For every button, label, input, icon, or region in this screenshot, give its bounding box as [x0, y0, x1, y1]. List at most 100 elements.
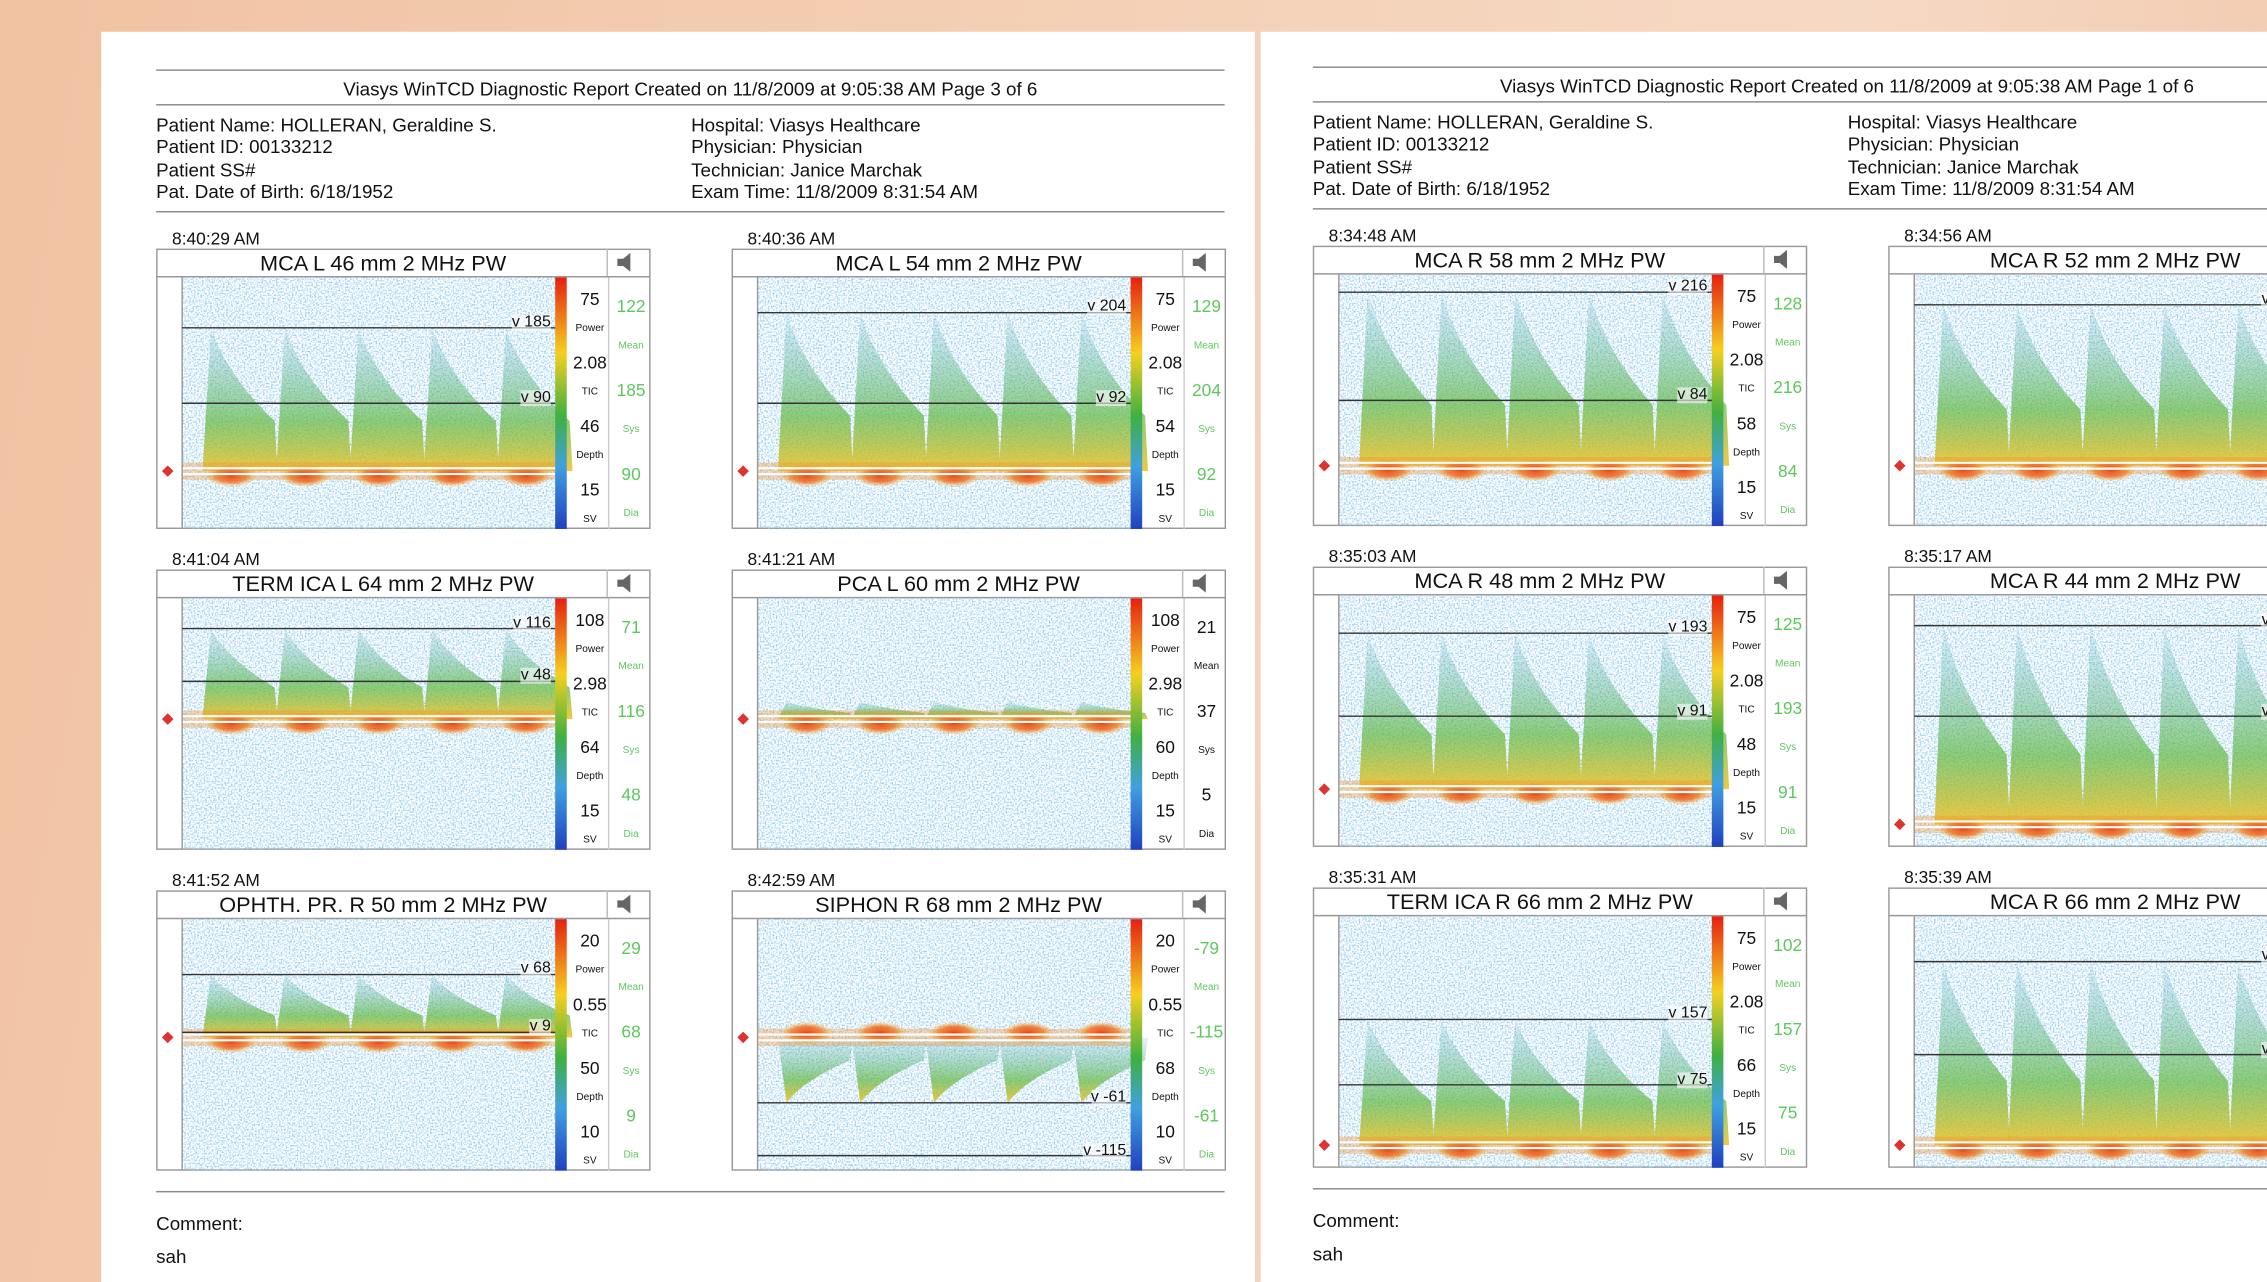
stat-value: 92 — [1186, 465, 1228, 482]
stat-value: 193 — [1767, 700, 1809, 717]
color-scale — [1131, 919, 1143, 1170]
param-value: 108 — [570, 611, 610, 628]
velocity-label: v 9 — [530, 1019, 551, 1035]
param-value: 68 — [1145, 1059, 1185, 1076]
param-value: 75 — [1726, 288, 1766, 305]
baseline-band — [182, 1029, 555, 1046]
doppler-panel: MCA R 66 mm 2 MHz PWv 2v 1 — [1888, 887, 2267, 1167]
patient-info: Pat. Date of Birth: 6/18/1952 — [156, 182, 393, 201]
param-label: SV — [1145, 835, 1185, 845]
param-value: 2.08 — [1145, 354, 1185, 371]
stat-label: Sys — [1186, 1067, 1228, 1077]
stat-label: Mean — [1767, 659, 1809, 669]
param-label: TIC — [1145, 387, 1185, 397]
comment-label: Comment: — [1313, 1211, 1400, 1230]
param-label: Depth — [570, 451, 610, 461]
param-label: Power — [570, 965, 610, 975]
velocity-label: v 92 — [1096, 390, 1126, 406]
stat-value: 29 — [610, 939, 652, 956]
exam-info: Physician: Physician — [1848, 135, 2019, 154]
param-label: Depth — [1726, 448, 1766, 458]
param-value: 15 — [570, 802, 610, 819]
stat-value: 71 — [610, 619, 652, 636]
comment: sah — [156, 1247, 186, 1266]
exam-info: Technician: Janice Marchak — [1848, 157, 2079, 176]
param-label: Depth — [1145, 1093, 1185, 1103]
param-label: TIC — [1145, 1029, 1185, 1039]
stat-value: 216 — [1767, 379, 1809, 396]
speaker-icon — [1774, 892, 1787, 911]
color-scale — [1712, 916, 1724, 1167]
time: 8:41:52 AM — [172, 872, 260, 889]
param-label: SV — [570, 835, 610, 845]
doppler-panel: MCA R 52 mm 2 MHz PWv 2 — [1888, 246, 2267, 526]
stat-label: Dia — [1186, 830, 1228, 840]
param-value: 10 — [1145, 1123, 1185, 1140]
stat-value: 9 — [610, 1107, 652, 1124]
velocity-label: v 204 — [1087, 300, 1126, 316]
velocity-label: v 48 — [521, 668, 551, 684]
rule — [156, 1191, 1224, 1192]
rule — [1313, 101, 2267, 102]
velocity-label: v -115 — [1083, 1143, 1126, 1159]
time: 8:41:04 AM — [172, 551, 260, 568]
stat-value: 91 — [1767, 783, 1809, 800]
time: 8:41:21 AM — [747, 551, 835, 568]
patient-info: Patient Name: HOLLERAN, Geraldine S. — [1313, 113, 1654, 132]
param-label: Depth — [1145, 772, 1185, 782]
velocity-label: v 3 — [2262, 613, 2267, 629]
velocity-label: v -61 — [1091, 1090, 1126, 1106]
param-value: 15 — [1726, 1120, 1766, 1137]
stat-label: Mean — [1767, 980, 1809, 990]
param-value: 15 — [1145, 802, 1185, 819]
stat-label: Mean — [1767, 338, 1809, 348]
comment-label: Comment: — [156, 1214, 243, 1233]
param-label: SV — [570, 1156, 610, 1166]
param-value: 60 — [1145, 739, 1185, 756]
stat-label: Dia — [610, 1150, 652, 1160]
velocity-label: v 1 — [2262, 1042, 2267, 1058]
report-header: Viasys WinTCD Diagnostic Report Created … — [1313, 77, 2267, 96]
baseline-marker — [162, 713, 174, 725]
param-label: Power — [1726, 642, 1766, 652]
param-label: Depth — [1726, 1090, 1766, 1100]
stat-value: 128 — [1767, 295, 1809, 312]
baseline-marker — [1894, 819, 1906, 831]
exam-info: Exam Time: 11/8/2009 8:31:54 AM — [691, 182, 978, 201]
report-header: Viasys WinTCD Diagnostic Report Created … — [156, 79, 1224, 98]
stat-value: 90 — [610, 465, 652, 482]
stat-label: Sys — [610, 1067, 652, 1077]
time: 8:34:48 AM — [1329, 227, 1417, 244]
velocity-label: v 216 — [1669, 279, 1708, 295]
param-value: 64 — [570, 739, 610, 756]
rule — [156, 211, 1224, 212]
exam-info: Technician: Janice Marchak — [691, 160, 922, 179]
stat-label: Mean — [610, 983, 652, 993]
param-value: 48 — [1726, 736, 1766, 753]
exam-info: Hospital: Viasys Healthcare — [1848, 113, 2077, 132]
time: 8:40:29 AM — [172, 230, 260, 247]
doppler-panel: MCA R 44 mm 2 MHz PWv 3v 1 — [1888, 567, 2267, 847]
rule — [1313, 208, 2267, 209]
velocity-label: v 2 — [2262, 292, 2267, 308]
param-value: 2.08 — [570, 354, 610, 371]
stat-label: Sys — [1186, 746, 1228, 756]
param-label: TIC — [1145, 708, 1185, 718]
color-scale — [1712, 595, 1724, 846]
stat-value: 5 — [1186, 786, 1228, 803]
param-value: 20 — [570, 932, 610, 949]
stat-value: 68 — [610, 1023, 652, 1040]
baseline-marker — [162, 465, 174, 477]
baseline-band — [182, 462, 555, 479]
param-label: Power — [570, 324, 610, 334]
speaker-icon — [1193, 253, 1206, 272]
stat-value: 157 — [1767, 1020, 1809, 1037]
stat-value: 84 — [1767, 463, 1809, 480]
stat-value: 185 — [610, 382, 652, 399]
param-value: 108 — [1145, 611, 1185, 628]
stat-label: Sys — [610, 425, 652, 435]
baseline-marker — [162, 1032, 174, 1044]
velocity-label: v 116 — [513, 616, 551, 632]
